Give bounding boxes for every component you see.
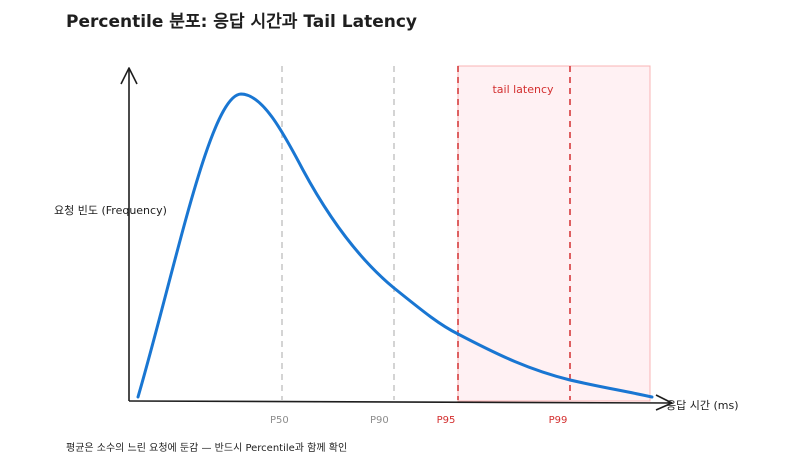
tail-latency-label: tail latency bbox=[492, 83, 554, 96]
y-axis-arrowhead bbox=[120, 67, 138, 85]
p99-label: P99 bbox=[549, 415, 568, 426]
diagram-title: Percentile 분포: 응답 시간과 Tail Latency bbox=[66, 12, 417, 32]
x-axis-arrowhead bbox=[655, 394, 673, 411]
p95-label: P95 bbox=[437, 415, 456, 426]
y-axis-label: 요청 빈도 (Frequency) bbox=[54, 204, 167, 217]
footnote: 평균은 소수의 느린 요청에 둔감 — 반드시 Percentile과 함께 확… bbox=[66, 442, 347, 454]
x-axis-label: 응답 시간 (ms) bbox=[666, 399, 739, 412]
x-axis bbox=[128, 400, 673, 404]
p50-label: P50 bbox=[270, 415, 289, 426]
tail-latency-zone bbox=[457, 65, 651, 402]
p90-label: P90 bbox=[370, 415, 389, 426]
distribution-curve bbox=[136, 92, 654, 399]
